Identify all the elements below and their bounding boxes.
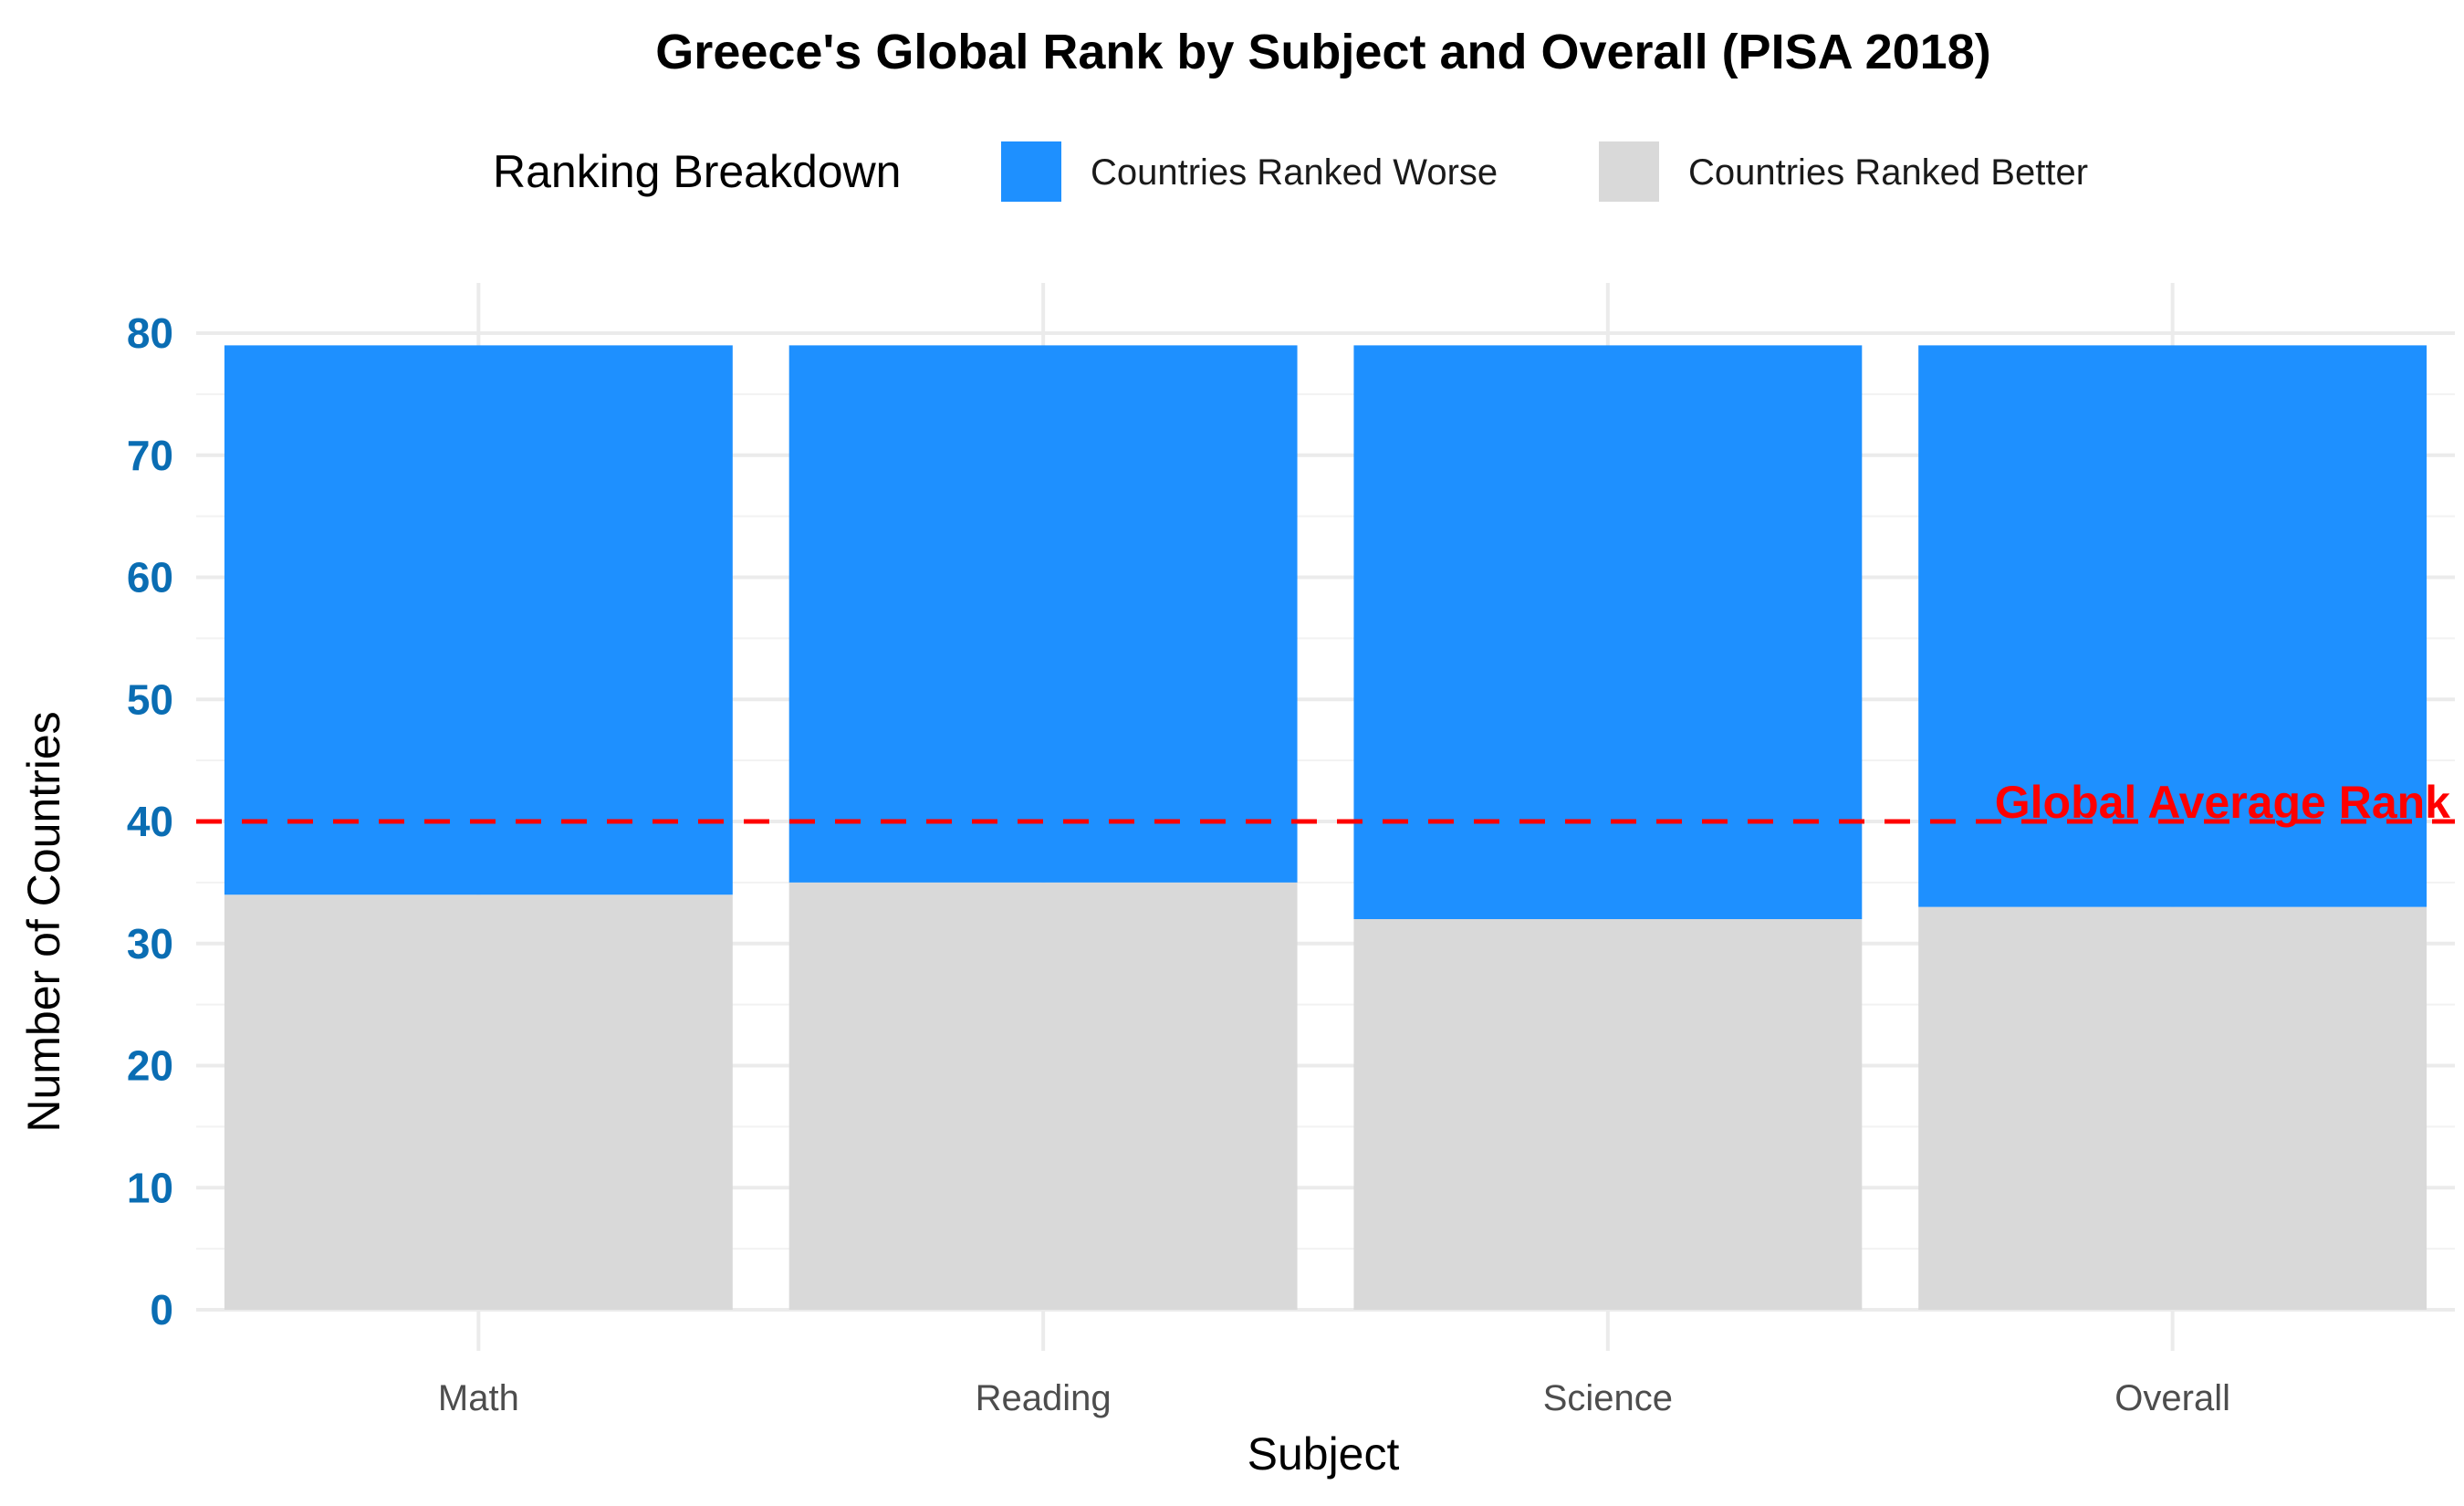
chart-title: Greece's Global Rank by Subject and Over… xyxy=(655,25,1990,79)
y-tick-label: 50 xyxy=(127,675,173,723)
y-tick-label: 10 xyxy=(127,1164,173,1211)
y-tick-label: 80 xyxy=(127,309,173,357)
y-tick-label: 70 xyxy=(127,432,173,479)
y-tick-label: 20 xyxy=(127,1042,173,1090)
y-tick-label: 0 xyxy=(150,1286,173,1333)
x-tick-label: Reading xyxy=(976,1378,1112,1418)
x-tick-label: Overall xyxy=(2114,1378,2230,1418)
bar-math-countries-ranked-better xyxy=(224,894,733,1310)
bar-overall-countries-ranked-better xyxy=(1918,906,2427,1310)
bar-math-countries-ranked-worse xyxy=(224,345,733,895)
bar-science-countries-ranked-better xyxy=(1353,919,1863,1310)
bars xyxy=(224,345,2427,1310)
bar-reading-countries-ranked-better xyxy=(788,882,1298,1310)
x-tick-label: Science xyxy=(1543,1378,1673,1418)
bar-reading-countries-ranked-worse xyxy=(788,345,1298,883)
y-tick-label: 60 xyxy=(127,554,173,601)
y-tick-labels: 0 10 20 30 40 50 60 70 80 xyxy=(127,309,173,1333)
legend-label-countries-ranked-better: Countries Ranked Better xyxy=(1688,152,2088,193)
legend-title: Ranking Breakdown xyxy=(493,146,902,197)
x-tick-labels: Math Reading Science Overall xyxy=(438,1378,2230,1418)
legend-label-countries-ranked-worse: Countries Ranked Worse xyxy=(1091,152,1498,193)
legend-key-countries-ranked-worse xyxy=(1001,141,1061,202)
legend: Ranking Breakdown Countries Ranked Worse C… xyxy=(493,141,2088,202)
reference-line-group: Global Average Rank xyxy=(196,777,2455,828)
y-tick-label: 40 xyxy=(127,798,173,845)
y-tick-label: 30 xyxy=(127,920,173,967)
y-axis-title: Number of Countries xyxy=(18,711,69,1132)
reference-line-label: Global Average Rank xyxy=(1995,777,2450,828)
legend-key-countries-ranked-better xyxy=(1599,141,1659,202)
bar-science-countries-ranked-worse xyxy=(1353,345,1863,919)
x-axis-title: Subject xyxy=(1248,1428,1400,1480)
bar-overall-countries-ranked-worse xyxy=(1918,345,2427,907)
x-tick-label: Math xyxy=(438,1378,519,1418)
